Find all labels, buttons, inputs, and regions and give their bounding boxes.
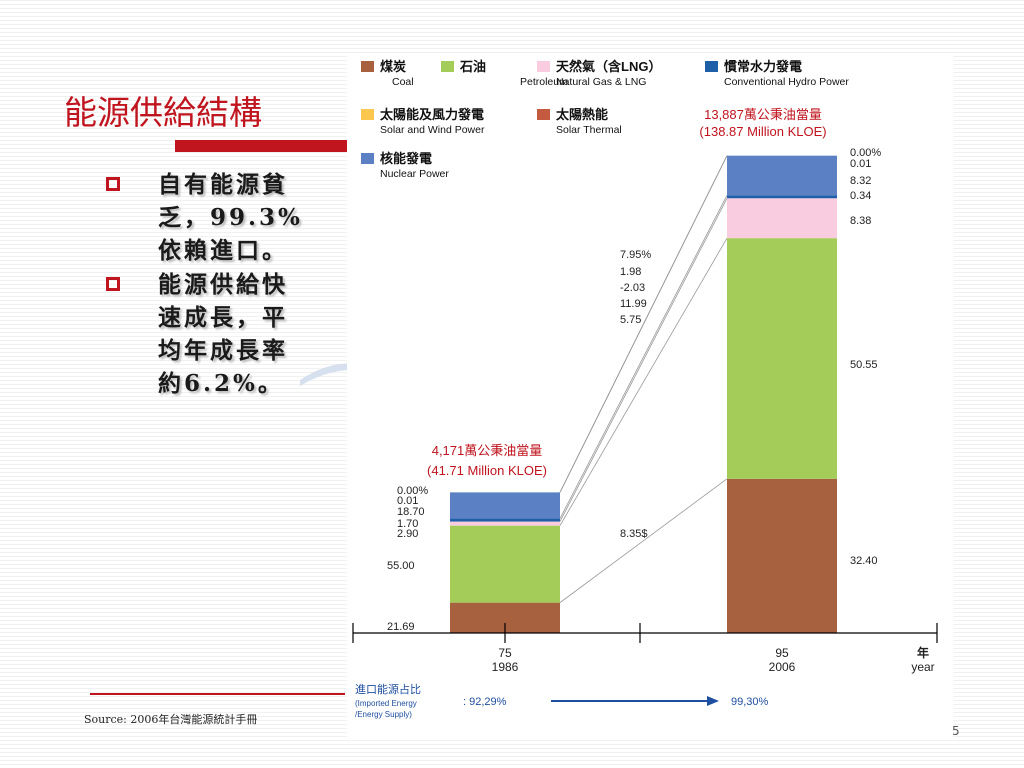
bullet-line: 依賴進口。	[158, 237, 288, 264]
legend-label-zh: 石油	[459, 59, 486, 74]
chart-panel: 煤炭 Coal 石油 Petroleum 天然氣（含LNG） Natural Gas & …	[347, 53, 953, 737]
bar-segment	[450, 521, 560, 526]
connector-line	[559, 478, 728, 603]
x-tick-label: 75	[498, 646, 512, 660]
imported-share-label-en: (Imported Energy	[355, 699, 417, 708]
legend-swatch	[361, 61, 374, 72]
bar-segment	[450, 525, 560, 603]
imported-share-label-en: /Energy Supply)	[355, 710, 412, 719]
legend-label-en: Coal	[392, 76, 414, 88]
bullet-line: 均年成長率	[158, 337, 288, 364]
legend-label-en: Solar and Wind Power	[380, 124, 485, 136]
total-label-zh: 13,887萬公秉油當量	[704, 107, 822, 122]
data-label: 8.32	[850, 175, 871, 187]
data-label: 0.00%	[850, 147, 881, 159]
legend-label-en: Natural Gas & LNG	[556, 76, 646, 88]
data-label: 18.70	[397, 506, 425, 518]
legend-label-en: Conventional Hydro Power	[724, 76, 849, 88]
data-label: 0.34	[850, 190, 871, 202]
source-note: Source: 2006年台灣能源統計手冊	[84, 713, 258, 726]
legend-label-en: Solar Thermal	[556, 124, 622, 136]
bar-segment	[727, 195, 837, 199]
legend-label-zh: 太陽熱能	[555, 107, 608, 122]
decorative-swoosh	[300, 363, 360, 386]
legend-label-zh: 太陽能及風力發電	[379, 107, 484, 122]
x-axis-unit-zh: 年	[917, 645, 929, 660]
connector-line	[559, 198, 728, 522]
page-number: 5	[952, 724, 960, 738]
data-label: 55.00	[387, 560, 415, 572]
bullet-line: 約6.2%。	[158, 370, 284, 397]
connector-lines	[559, 155, 728, 634]
data-label: 50.55	[850, 359, 878, 371]
bullet-line: 自有能源貧	[158, 171, 288, 198]
bar-segment	[727, 198, 837, 239]
slide-title: 能源供給結構	[64, 93, 262, 132]
bullet-square-icon	[106, 177, 120, 191]
data-label: 2.90	[397, 528, 418, 540]
total-label-zh: 4,171萬公秉油當量	[432, 443, 543, 458]
bar-stacks	[450, 155, 837, 633]
imported-share-row: 進口能源占比 (Imported Energy/Energy Supply) : 9…	[355, 682, 769, 719]
growth-rate-label: 8.35$	[620, 528, 648, 540]
x-tick-label: 95	[775, 646, 789, 660]
legend-swatch	[705, 61, 718, 72]
legend-swatch	[361, 153, 374, 164]
data-label: 0.00%	[397, 485, 428, 497]
legend-label-en: Nuclear Power	[380, 168, 449, 180]
energy-supply-chart: 煤炭 Coal 石油 Petroleum 天然氣（含LNG） Natural Gas & …	[352, 59, 938, 719]
connector-line	[559, 155, 728, 493]
growth-rate-label: -2.03	[620, 282, 645, 294]
x-axis-unit-en: year	[911, 660, 934, 674]
bullet-item: 自有能源貧 乏，99.3% 依賴進口。	[106, 168, 336, 267]
growth-rate-label: 11.99	[620, 298, 647, 310]
bar-segment	[727, 238, 837, 479]
footer-divider	[90, 693, 345, 695]
legend-swatch	[537, 61, 550, 72]
total-label-en: (41.71 Million KLOE)	[427, 463, 547, 478]
legend-label-zh: 慣常水力發電	[724, 59, 802, 74]
chart-legend: 煤炭 Coal 石油 Petroleum 天然氣（含LNG） Natural Gas & …	[361, 59, 849, 180]
legend-label-zh: 煤炭	[380, 59, 406, 74]
total-label-en: (138.87 Million KLOE)	[699, 124, 826, 139]
legend-label-en: Petroleum	[520, 76, 568, 88]
x-tick-label: 1986	[492, 660, 519, 674]
legend-swatch	[537, 109, 550, 120]
imported-share-value: 99,30%	[731, 696, 769, 708]
data-label: 21.69	[387, 621, 415, 633]
data-label: 1.70	[397, 518, 418, 530]
legend-swatch	[361, 109, 374, 120]
bar-segment	[450, 518, 560, 522]
data-label: 0.01	[850, 158, 871, 170]
title-underline-bar	[175, 140, 355, 152]
bullet-item: 能源供給快 速成長，平 均年成長率 約6.2%。	[106, 268, 336, 400]
imported-share-label-zh: 進口能源占比	[355, 682, 421, 696]
bar-segment	[727, 478, 837, 633]
connector-line	[559, 195, 728, 519]
data-label: 8.38	[850, 215, 871, 227]
bullet-list: 自有能源貧 乏，99.3% 依賴進口。 能源供給快 速成長，平 均年成長率 約6…	[106, 168, 336, 401]
data-label: 32.40	[850, 555, 878, 567]
bullet-line: 速成長，平	[158, 304, 288, 331]
imported-share-value: : 92,29%	[463, 696, 507, 708]
connector-line	[559, 237, 728, 526]
bar-segment	[450, 492, 560, 519]
bar-segment	[727, 155, 837, 196]
growth-rate-label: 1.98	[620, 266, 641, 278]
bullet-line: 能源供給快	[158, 271, 288, 298]
growth-rate-label: 7.95%	[620, 249, 651, 261]
arrow-head-icon	[707, 696, 719, 706]
growth-rate-label: 5.75	[620, 314, 641, 326]
legend-label-zh: 天然氣（含LNG）	[556, 59, 661, 74]
data-label: 0.01	[397, 495, 418, 507]
legend-swatch	[441, 61, 454, 72]
bullet-square-icon	[106, 277, 120, 291]
data-labels: 4,171萬公秉油當量 (41.71 Million KLOE) 13,887萬公秉…	[387, 107, 881, 633]
bullet-line: 乏，99.3%	[158, 204, 303, 231]
x-tick-label: 2006	[769, 660, 796, 674]
legend-label-zh: 核能發電	[380, 151, 432, 166]
